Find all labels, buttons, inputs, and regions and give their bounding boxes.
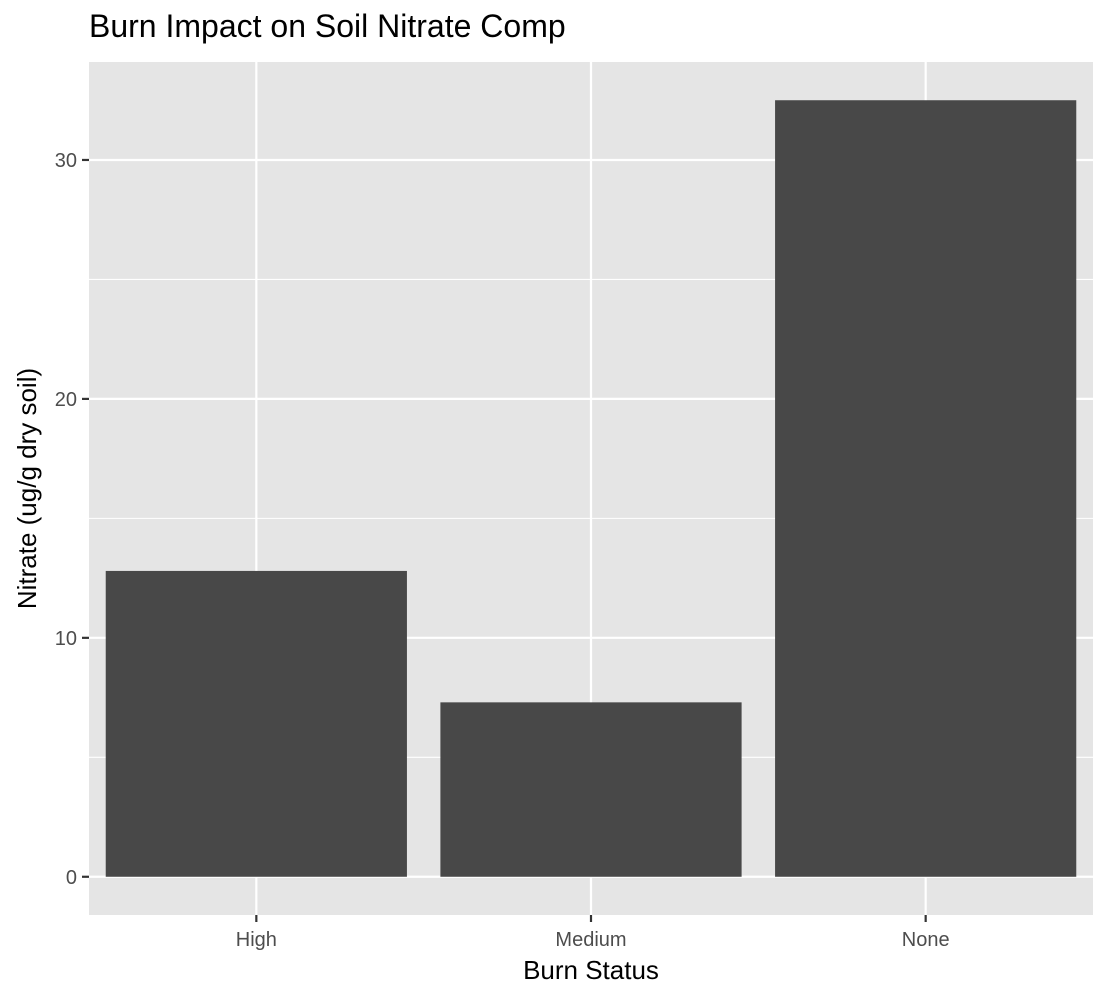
y-tick-label: 10 xyxy=(55,628,77,650)
axes: 0 10 20 30 High Medium None xyxy=(55,150,950,951)
bars xyxy=(105,100,1077,877)
y-axis-title: Nitrate (ug/g dry soil) xyxy=(12,368,42,609)
bar-none xyxy=(775,100,1077,877)
x-axis-title: Burn Status xyxy=(523,955,659,985)
chart-title: Burn Impact on Soil Nitrate Comp xyxy=(89,8,566,44)
bar-medium xyxy=(440,702,742,877)
x-tick-label: High xyxy=(236,929,277,951)
bar-high xyxy=(105,570,407,877)
y-tick-label: 30 xyxy=(55,150,77,172)
x-tick-label: None xyxy=(902,929,950,951)
x-tick-label: Medium xyxy=(555,929,626,951)
y-tick-label: 20 xyxy=(55,389,77,411)
y-tick-label: 0 xyxy=(66,867,77,889)
